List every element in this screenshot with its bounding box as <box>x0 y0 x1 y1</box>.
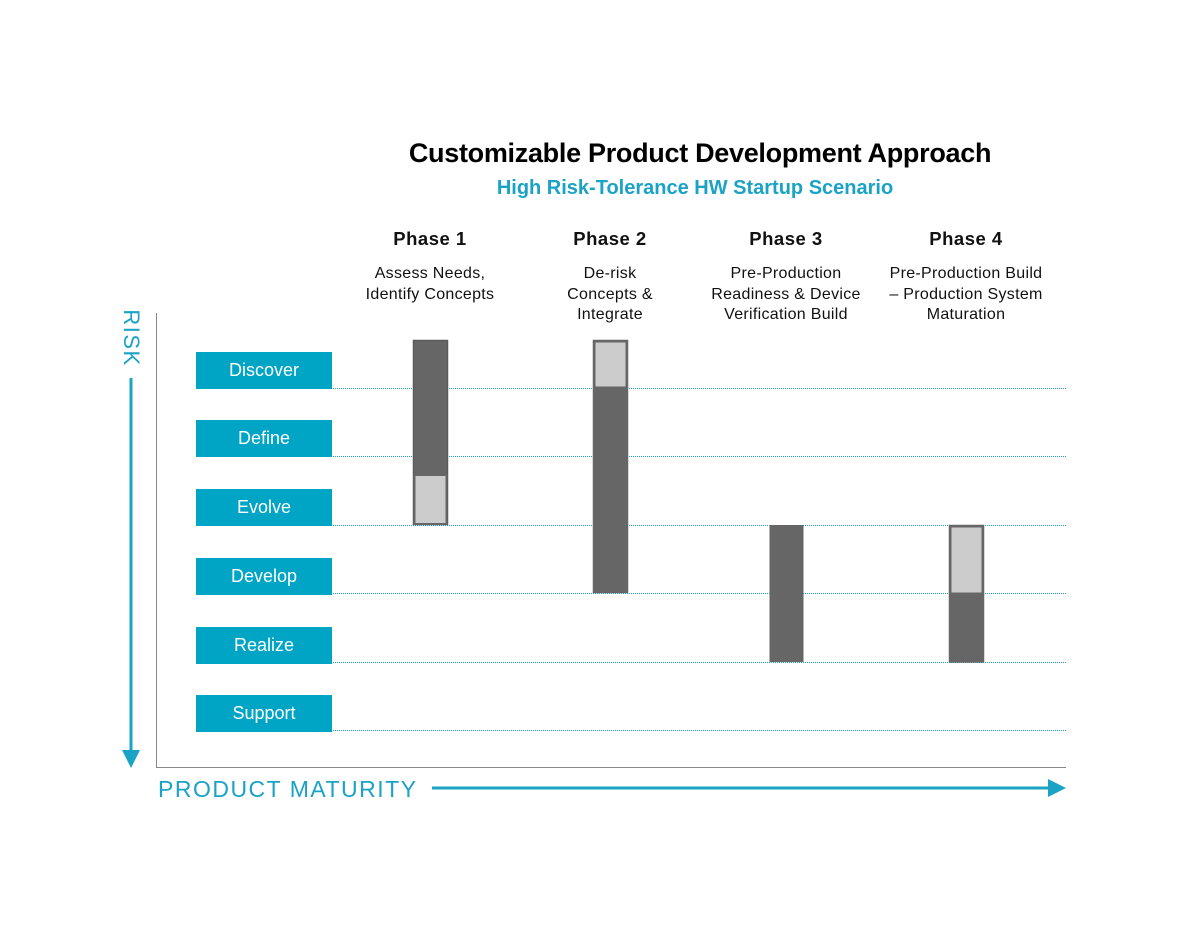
gridline-realize <box>333 662 1066 663</box>
phase-1-bar-light-segment <box>413 474 448 525</box>
phase-4-header: Phase 4 Pre-Production Build – Productio… <box>871 228 1061 326</box>
gridline-define <box>333 456 1066 457</box>
maturity-arrow-head-icon <box>1048 779 1066 797</box>
diagram-subtitle: High Risk-Tolerance HW Startup Scenario <box>496 177 894 199</box>
gridline-develop <box>333 593 1066 594</box>
risk-arrow-head-icon <box>122 750 140 768</box>
phase-3-header: Phase 3 Pre-Production Readiness & Devic… <box>691 228 881 326</box>
phase-4-bar-light-segment <box>949 525 984 595</box>
phase-4-description: Pre-Production Build – Production System… <box>871 264 1061 326</box>
phase-2-bar-light-segment <box>593 340 628 389</box>
phase-3-bar <box>769 525 804 662</box>
phase-3-description: Pre-Production Readiness & Device Verifi… <box>691 264 881 326</box>
gridline-support <box>333 730 1066 731</box>
x-axis-line <box>156 767 1066 768</box>
gridline-evolve <box>333 525 1066 526</box>
phase-4-desc-line: Pre-Production Build <box>889 265 1043 282</box>
stage-evolve: Evolve <box>196 489 332 526</box>
stage-define: Define <box>196 420 332 457</box>
stage-support: Support <box>196 695 332 732</box>
stage-develop: Develop <box>196 558 332 595</box>
y-axis-line <box>156 313 157 767</box>
gridline-discover <box>333 388 1066 389</box>
phase-4-desc-line: – Production System <box>889 285 1043 303</box>
phase-1-description: Assess Needs, Identify Concepts <box>335 264 525 305</box>
phase-2-desc-line: De-risk <box>583 265 637 282</box>
phase-2-desc-line: Concepts & <box>567 285 653 303</box>
phase-3-desc-line: Readiness & Device <box>711 285 861 303</box>
phase-1-title: Phase 1 <box>393 228 467 249</box>
phase-3-desc-line: Pre-Production <box>730 265 842 282</box>
phase-2-desc-line: Integrate <box>577 306 643 323</box>
phase-2-description: De-risk Concepts & Integrate <box>515 264 705 326</box>
phase-4-desc-line: Maturation <box>926 306 1006 323</box>
phase-4-title: Phase 4 <box>929 228 1003 249</box>
phase-2-title: Phase 2 <box>573 228 647 249</box>
phase-3-title: Phase 3 <box>749 228 823 249</box>
diagram-title: Customizable Product Development Approac… <box>408 138 992 168</box>
phase-1-desc-line: Identify Concepts <box>365 285 495 303</box>
phase-3-desc-line: Verification Build <box>724 306 848 323</box>
phase-1-header: Phase 1 Assess Needs, Identify Concepts <box>335 228 525 305</box>
maturity-axis-label: PRODUCT MATURITY <box>158 776 418 802</box>
phase-1-desc-line: Assess Needs, <box>374 265 486 282</box>
stage-discover: Discover <box>196 352 332 389</box>
stage-realize: Realize <box>196 627 332 664</box>
phase-2-header: Phase 2 De-risk Concepts & Integrate <box>515 228 705 326</box>
